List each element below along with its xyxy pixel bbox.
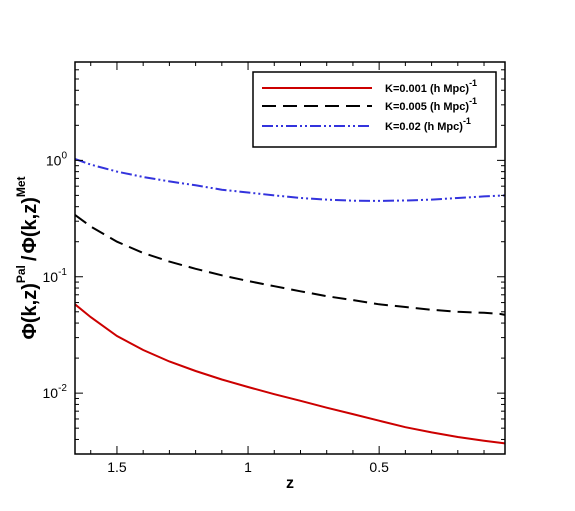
series-line-0 (74, 303, 506, 445)
y-axis-label: Φ(k,z)Pal/Φ(k,z)Met (14, 176, 41, 339)
y-label-denominator: Φ(k,z) (19, 197, 41, 253)
legend-label-k0001: K=0.001 (h Mpc) (385, 83, 469, 95)
y-tick-label: 100 (46, 150, 68, 168)
y-label-separator: / (19, 255, 41, 261)
svg-text:K=0.02 (h Mpc)-1: K=0.02 (h Mpc)-1 (385, 116, 471, 133)
y-label-denominator-sup: Met (14, 176, 28, 197)
series-line-1 (74, 214, 506, 316)
svg-text:K=0.005 (h Mpc)-1: K=0.005 (h Mpc)-1 (385, 96, 477, 113)
legend-label-k002: K=0.02 (h Mpc) (385, 121, 463, 133)
plot-frame (74, 61, 506, 455)
y-label-numerator: Φ(k,z) (19, 283, 41, 339)
legend-label-k002-sup: -1 (463, 116, 471, 126)
x-tick-label: 1.5 (107, 459, 127, 475)
x-axis-label: z (286, 475, 294, 492)
y-tick-label: 10-2 (43, 383, 68, 401)
legend-label-k0005-sup: -1 (469, 96, 477, 106)
x-tick-label: 0.5 (369, 459, 389, 475)
legend-label-k0001-sup: -1 (469, 78, 477, 88)
svg-text:Φ(k,z)Pal/Φ(k,z)Met: Φ(k,z)Pal/Φ(k,z)Met (14, 176, 41, 339)
series-curves (74, 157, 506, 445)
series-line-2 (74, 157, 506, 202)
x-tick-label: 1 (244, 459, 252, 475)
legend-box (252, 71, 497, 148)
legend: K=0.001 (h Mpc)-1 K=0.005 (h Mpc)-1 K=0.… (252, 71, 497, 148)
y-tick-label: 10-1 (43, 267, 68, 285)
legend-label-k0005: K=0.005 (h Mpc) (385, 101, 469, 113)
y-label-numerator-sup: Pal (14, 265, 28, 283)
axis-ticks: 1.5 1 0.5 10-2 10-1 100 (43, 61, 505, 475)
svg-text:K=0.001 (h Mpc)-1: K=0.001 (h Mpc)-1 (385, 78, 477, 95)
